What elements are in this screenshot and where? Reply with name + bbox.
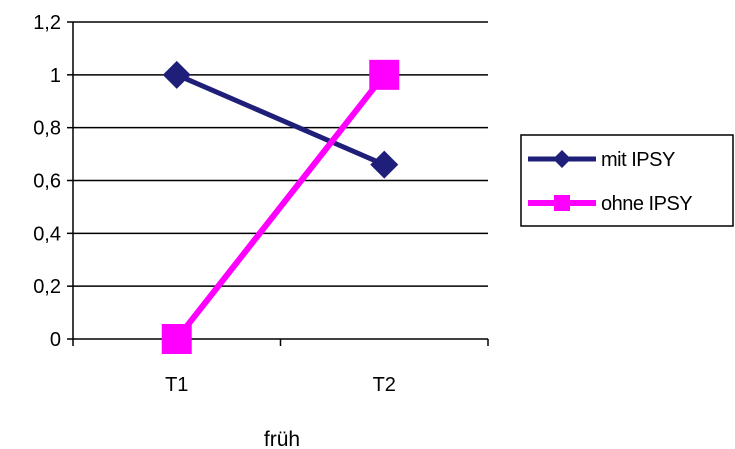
- gridlines: [73, 21, 488, 287]
- y-tick-label: 0,6: [33, 171, 61, 193]
- series-markers: [162, 60, 399, 179]
- legend-label: ohne IPSY: [601, 193, 692, 215]
- data-point: [554, 195, 570, 211]
- series-ohne-ipsy: [174, 72, 387, 341]
- legend-item: ohne IPSY: [528, 193, 693, 215]
- data-point: [369, 59, 400, 90]
- y-tick-label: 0,2: [33, 276, 61, 298]
- x-axis-title: früh: [264, 428, 300, 449]
- data-point: [162, 60, 191, 89]
- data-point: [161, 324, 192, 354]
- y-tick-label: 0: [50, 329, 61, 351]
- axes: 0 0,2 0,4 0,6 0,8 1 1,2 T1 T2: [33, 12, 489, 396]
- legend-item: mit IPSY: [528, 149, 675, 171]
- series-line: [175, 72, 386, 167]
- data-point: [553, 150, 571, 168]
- y-tick-label: 0,4: [33, 223, 61, 245]
- x-tick-label: T1: [165, 374, 188, 396]
- series-group: [161, 59, 400, 354]
- series-mit-ipsy: [175, 72, 386, 167]
- y-tick-label: 1,2: [33, 12, 61, 34]
- legend: mit IPSY ohne IPSY: [520, 134, 734, 227]
- series-line: [174, 72, 387, 341]
- x-tick-label: T2: [373, 374, 396, 396]
- series-markers: [161, 59, 400, 354]
- legend-label: mit IPSY: [601, 149, 675, 171]
- data-point: [370, 150, 399, 179]
- y-tick-label: 0,8: [33, 118, 61, 140]
- y-tick-label: 1: [50, 65, 61, 87]
